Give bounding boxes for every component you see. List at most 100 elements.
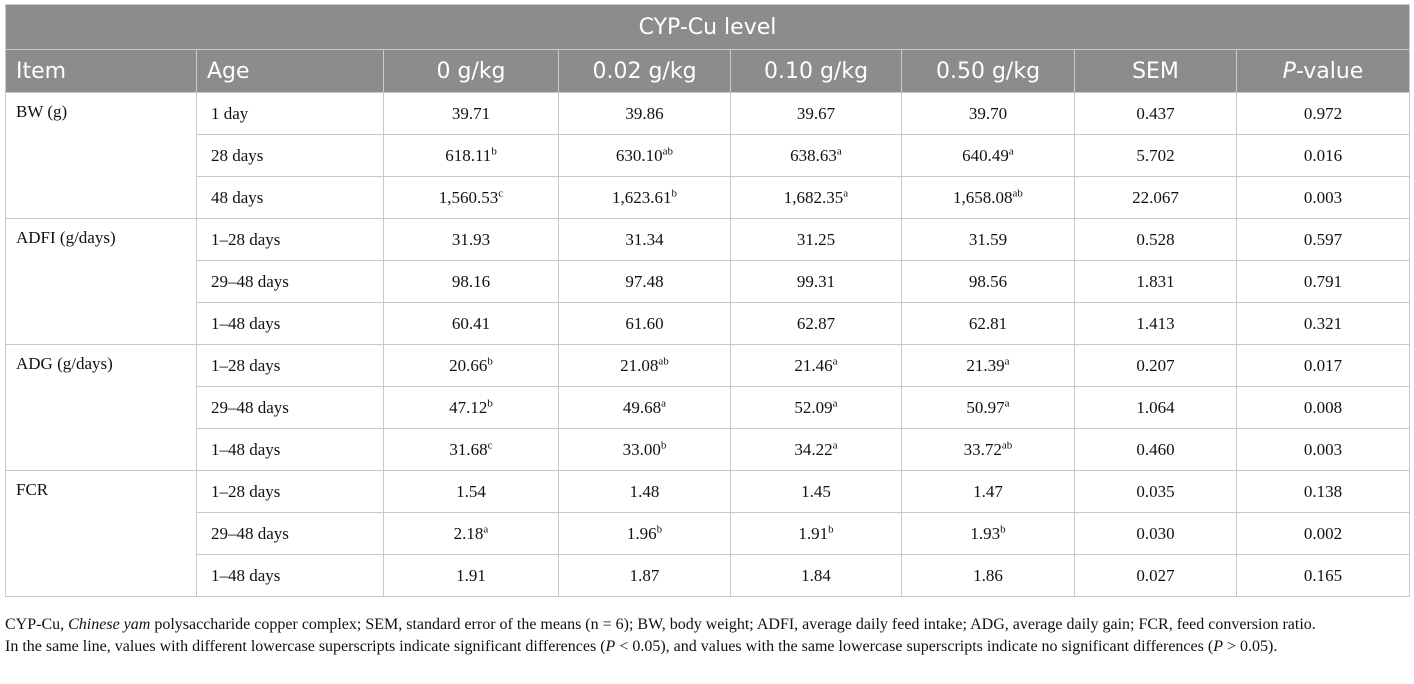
cell-age: 1–28 days <box>196 470 384 513</box>
cell-value: 1.87 <box>558 554 731 597</box>
cell-age: 1–28 days <box>196 344 384 387</box>
cell-age: 29–48 days <box>196 386 384 429</box>
cell-value: 99.31 <box>730 260 902 303</box>
cell-value: 1.93b <box>901 512 1075 555</box>
growth-performance-table: CYP-Cu level Item Age 0 g/kg 0.02 g/kg 0… <box>5 4 1410 597</box>
value-text: 1.93 <box>970 523 1001 543</box>
cell-age: 1 day <box>196 92 384 135</box>
significance-superscript: c <box>498 186 504 199</box>
column-header-row: Item Age 0 g/kg 0.02 g/kg 0.10 g/kg 0.50… <box>5 49 1410 93</box>
value-text: 1.47 <box>973 481 1003 501</box>
value-text: 31.59 <box>968 229 1008 249</box>
table-row: 29–48 days 47.12b 49.68a 52.09a 50.97a 1.064 0… <box>6 386 1410 429</box>
cell-p-value: 0.003 <box>1236 428 1410 471</box>
value-text: 2.18 <box>453 523 484 543</box>
table-row: 29–48 days 98.16 97.48 99.31 98.56 1.831 0.791 <box>6 260 1410 303</box>
significance-superscript: a <box>1004 396 1010 409</box>
value-text: 1.84 <box>801 565 831 585</box>
value-text: 39.67 <box>796 103 836 123</box>
cell-value: 1.84 <box>730 554 902 597</box>
significance-superscript: b <box>828 522 834 535</box>
cell-value: 640.49a <box>901 134 1075 177</box>
significance-superscript: b <box>1000 522 1006 535</box>
footnote-italic-text: Chinese yam <box>68 616 151 633</box>
footnote-significance: In the same line, values with different … <box>5 636 1409 658</box>
value-text: 39.86 <box>625 103 664 123</box>
significance-superscript: a <box>483 522 489 535</box>
cell-value: 39.67 <box>730 92 902 135</box>
value-text: 34.22 <box>794 439 833 459</box>
footnote-text: In the same line, values with different … <box>5 638 606 655</box>
cell-age: 29–48 days <box>196 260 384 303</box>
value-text: 31.68 <box>449 439 488 459</box>
footnote-text: > 0.05). <box>1222 638 1278 655</box>
value-text: 97.48 <box>625 271 664 291</box>
cell-value: 21.08ab <box>558 344 731 387</box>
table-row: 29–48 days 2.18a 1.96b 1.91b 1.93b 0.030 0.002 <box>6 512 1410 555</box>
cell-value: 1.45 <box>730 470 902 513</box>
cell-value: 49.68a <box>558 386 731 429</box>
column-header-p-value: P-value <box>1236 49 1410 93</box>
value-text: 62.81 <box>968 313 1008 333</box>
cell-value: 1.54 <box>383 470 559 513</box>
cell-sem: 0.207 <box>1074 344 1237 387</box>
cell-value: 47.12b <box>383 386 559 429</box>
value-text: 98.56 <box>968 271 1008 291</box>
cell-value: 39.71 <box>383 92 559 135</box>
cell-value: 1.91 <box>383 554 559 597</box>
results-table-container: CYP-Cu level Item Age 0 g/kg 0.02 g/kg 0… <box>5 4 1410 597</box>
footnote-text: polysaccharide copper complex; SEM, stan… <box>150 616 1316 633</box>
cell-value: 97.48 <box>558 260 731 303</box>
cell-sem: 0.437 <box>1074 92 1237 135</box>
cell-p-value: 0.165 <box>1236 554 1410 597</box>
cell-p-value: 0.138 <box>1236 470 1410 513</box>
cell-value: 1,560.53c <box>383 176 559 219</box>
column-header-level-050: 0.50 g/kg <box>901 49 1075 93</box>
significance-superscript: a <box>1004 354 1010 367</box>
cell-value: 31.25 <box>730 218 902 261</box>
cell-item: ADG (g/days) <box>5 344 197 471</box>
cell-value: 1,623.61b <box>558 176 731 219</box>
value-text: 1.91 <box>798 523 829 543</box>
cell-value: 618.11b <box>383 134 559 177</box>
cell-sem: 5.702 <box>1074 134 1237 177</box>
cell-p-value: 0.321 <box>1236 302 1410 345</box>
value-text: 99.31 <box>796 271 836 291</box>
table-row: 1–48 days 1.91 1.87 1.84 1.86 0.027 0.165 <box>6 554 1410 597</box>
cell-value: 39.86 <box>558 92 731 135</box>
cell-sem: 22.067 <box>1074 176 1237 219</box>
value-text: 21.08 <box>620 355 659 375</box>
value-text: 1.45 <box>801 481 831 501</box>
significance-superscript: c <box>487 438 493 451</box>
value-text: 33.00 <box>622 439 661 459</box>
cell-value: 33.72ab <box>901 428 1075 471</box>
cell-sem: 0.460 <box>1074 428 1237 471</box>
cell-sem: 0.528 <box>1074 218 1237 261</box>
cell-value: 60.41 <box>383 302 559 345</box>
cell-value: 1.48 <box>558 470 731 513</box>
p-value-suffix: -value <box>1295 58 1364 84</box>
significance-superscript: b <box>487 396 493 409</box>
cell-p-value: 0.016 <box>1236 134 1410 177</box>
cell-value: 61.60 <box>558 302 731 345</box>
cell-p-value: 0.002 <box>1236 512 1410 555</box>
value-text: 1.48 <box>629 481 660 501</box>
cell-value: 98.56 <box>901 260 1075 303</box>
significance-superscript: b <box>660 438 667 451</box>
cell-value: 630.10ab <box>558 134 731 177</box>
significance-superscript: a <box>832 354 838 367</box>
table-row: FCR 1–28 days 1.54 1.48 1.45 1.47 0.035 0.138 <box>5 470 1410 597</box>
value-text: 1.54 <box>456 481 486 501</box>
significance-superscript: ab <box>1001 438 1013 451</box>
value-text: 47.12 <box>449 397 488 417</box>
cell-value: 1.91b <box>730 512 902 555</box>
value-text: 1,658.08 <box>953 187 1013 207</box>
significance-superscript: a <box>843 186 849 199</box>
group-header-row: CYP-Cu level <box>5 4 1410 50</box>
cell-value: 21.46a <box>730 344 902 387</box>
value-text: 20.66 <box>449 355 488 375</box>
footnote-italic-text: P <box>605 638 616 655</box>
cell-value: 2.18a <box>383 512 559 555</box>
cell-age: 1–48 days <box>196 302 384 345</box>
cell-p-value: 0.003 <box>1236 176 1410 219</box>
